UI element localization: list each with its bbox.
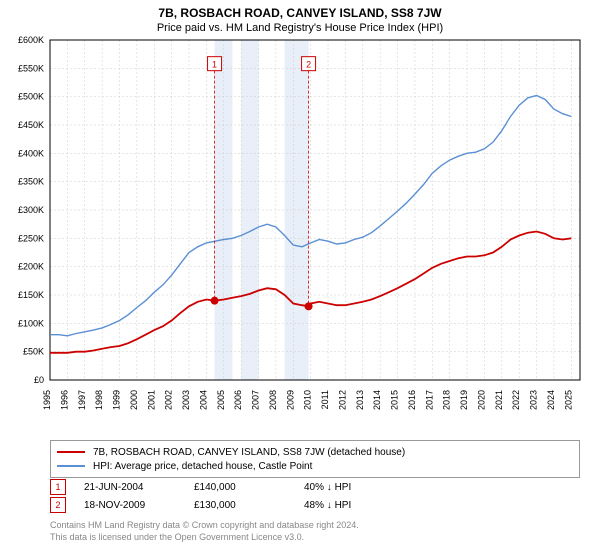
svg-text:£450K: £450K (18, 120, 44, 130)
footer-line-2: This data is licensed under the Open Gov… (50, 532, 580, 544)
svg-text:2003: 2003 (181, 390, 191, 410)
svg-text:2004: 2004 (198, 390, 208, 410)
svg-text:2002: 2002 (164, 390, 174, 410)
annotation-row-1: 1 21-JUN-2004 £140,000 40% ↓ HPI (50, 478, 580, 496)
svg-text:2001: 2001 (146, 390, 156, 410)
legend-label-blue: HPI: Average price, detached house, Cast… (93, 461, 312, 472)
svg-text:2015: 2015 (390, 390, 400, 410)
svg-text:2025: 2025 (563, 390, 573, 410)
svg-text:2: 2 (306, 60, 311, 70)
svg-text:1999: 1999 (112, 390, 122, 410)
svg-text:2020: 2020 (476, 390, 486, 410)
annotation-pct-2: 48% ↓ HPI (304, 500, 384, 511)
svg-text:2021: 2021 (494, 390, 504, 410)
footer-attribution: Contains HM Land Registry data © Crown c… (50, 520, 580, 543)
annotation-price-1: £140,000 (194, 482, 304, 493)
legend-row-red: 7B, ROSBACH ROAD, CANVEY ISLAND, SS8 7JW… (57, 445, 573, 459)
legend-label-red: 7B, ROSBACH ROAD, CANVEY ISLAND, SS8 7JW… (93, 447, 405, 458)
annotation-table: 1 21-JUN-2004 £140,000 40% ↓ HPI 2 18-NO… (50, 478, 580, 514)
chart-title: 7B, ROSBACH ROAD, CANVEY ISLAND, SS8 7JW (0, 0, 600, 20)
svg-text:2009: 2009 (285, 390, 295, 410)
svg-text:£50K: £50K (23, 347, 44, 357)
svg-text:2000: 2000 (129, 390, 139, 410)
annotation-marker-1: 1 (50, 479, 66, 495)
svg-text:2006: 2006 (233, 390, 243, 410)
svg-text:2008: 2008 (268, 390, 278, 410)
svg-text:2023: 2023 (529, 390, 539, 410)
legend-row-blue: HPI: Average price, detached house, Cast… (57, 459, 573, 473)
svg-text:2011: 2011 (320, 390, 330, 409)
svg-text:2005: 2005 (216, 390, 226, 410)
annotation-marker-2: 2 (50, 497, 66, 513)
svg-text:1998: 1998 (94, 390, 104, 410)
legend: 7B, ROSBACH ROAD, CANVEY ISLAND, SS8 7JW… (50, 440, 580, 478)
svg-text:£150K: £150K (18, 290, 44, 300)
legend-swatch-red (57, 451, 85, 453)
svg-text:1996: 1996 (59, 390, 69, 410)
svg-text:2010: 2010 (303, 390, 313, 410)
svg-text:2022: 2022 (511, 390, 521, 410)
svg-text:£0: £0 (34, 375, 44, 385)
svg-text:£250K: £250K (18, 233, 44, 243)
legend-swatch-blue (57, 465, 85, 467)
annotation-price-2: £130,000 (194, 500, 304, 511)
svg-text:2024: 2024 (546, 390, 556, 410)
svg-text:1995: 1995 (42, 390, 52, 410)
chart-plot-area: £0£50K£100K£150K£200K£250K£300K£350K£400… (50, 40, 580, 410)
svg-text:£500K: £500K (18, 92, 44, 102)
svg-text:£100K: £100K (18, 318, 44, 328)
svg-text:1997: 1997 (77, 390, 87, 410)
annotation-date-1: 21-JUN-2004 (84, 482, 194, 493)
annotation-row-2: 2 18-NOV-2009 £130,000 48% ↓ HPI (50, 496, 580, 514)
svg-text:£300K: £300K (18, 205, 44, 215)
svg-text:£600K: £600K (18, 35, 44, 45)
svg-text:2019: 2019 (459, 390, 469, 410)
svg-text:£550K: £550K (18, 63, 44, 73)
svg-text:2007: 2007 (251, 390, 261, 410)
svg-text:2014: 2014 (372, 390, 382, 410)
svg-text:£400K: £400K (18, 148, 44, 158)
chart-container: 7B, ROSBACH ROAD, CANVEY ISLAND, SS8 7JW… (0, 0, 600, 560)
footer-line-1: Contains HM Land Registry data © Crown c… (50, 520, 580, 532)
svg-text:2017: 2017 (424, 390, 434, 410)
svg-text:1: 1 (212, 60, 217, 70)
svg-text:£350K: £350K (18, 177, 44, 187)
svg-text:2013: 2013 (355, 390, 365, 410)
chart-subtitle: Price paid vs. HM Land Registry's House … (0, 20, 600, 38)
svg-text:2016: 2016 (407, 390, 417, 410)
svg-text:2012: 2012 (337, 390, 347, 410)
annotation-date-2: 18-NOV-2009 (84, 500, 194, 511)
annotation-pct-1: 40% ↓ HPI (304, 482, 384, 493)
svg-text:2018: 2018 (442, 390, 452, 410)
svg-text:£200K: £200K (18, 262, 44, 272)
